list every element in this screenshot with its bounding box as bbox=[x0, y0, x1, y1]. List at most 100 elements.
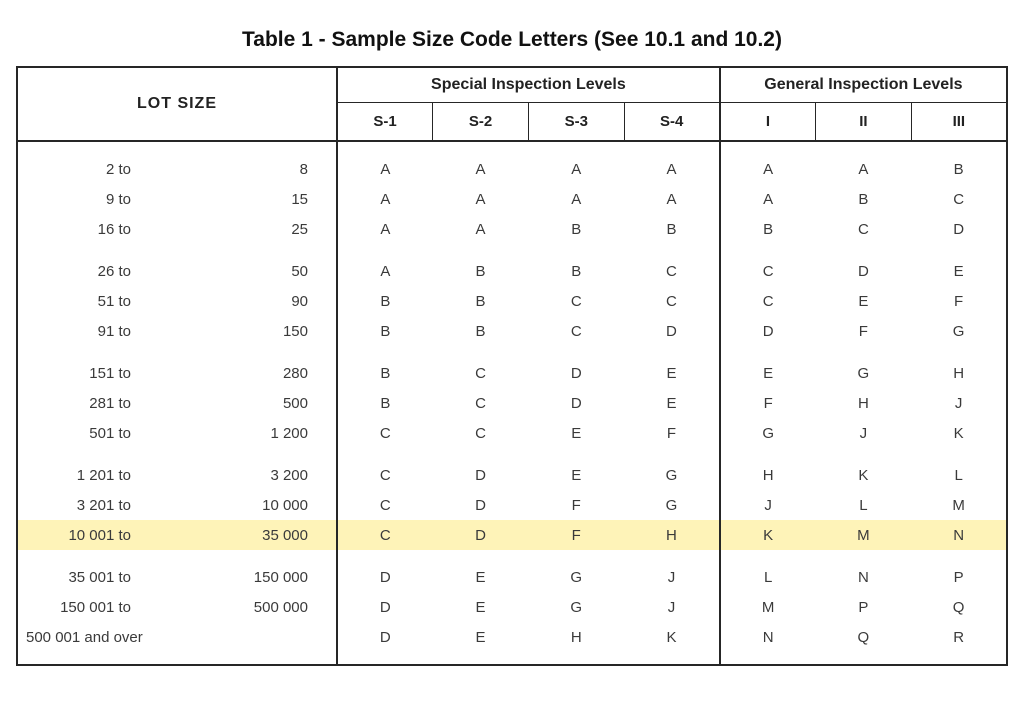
code-cell: K bbox=[911, 418, 1007, 448]
code-cell: B bbox=[816, 184, 912, 214]
code-cell: F bbox=[624, 418, 720, 448]
code-cell: E bbox=[911, 256, 1007, 286]
code-cell: C bbox=[337, 418, 433, 448]
code-cell: L bbox=[720, 562, 816, 592]
code-cell: F bbox=[911, 286, 1007, 316]
code-cell: E bbox=[624, 358, 720, 388]
lot-range: 500 001 and over bbox=[17, 622, 337, 652]
code-cell: E bbox=[433, 562, 529, 592]
code-cell: C bbox=[528, 316, 624, 346]
code-cell: J bbox=[816, 418, 912, 448]
code-cell: E bbox=[433, 592, 529, 622]
code-cell: H bbox=[624, 520, 720, 550]
lot-to: 10 000 bbox=[137, 490, 337, 520]
lot-to: 280 bbox=[137, 358, 337, 388]
table-row: 1 201 to3 200CDEGHKL bbox=[17, 460, 1007, 490]
code-cell: C bbox=[720, 286, 816, 316]
code-cell: N bbox=[911, 520, 1007, 550]
lot-from: 51 to bbox=[17, 286, 137, 316]
header-s2: S-2 bbox=[433, 103, 529, 141]
code-cell: D bbox=[528, 388, 624, 418]
lot-from: 35 001 to bbox=[17, 562, 137, 592]
code-cell: R bbox=[911, 622, 1007, 652]
code-cell: D bbox=[624, 316, 720, 346]
code-cell: E bbox=[720, 358, 816, 388]
code-cell: E bbox=[433, 622, 529, 652]
code-cell: H bbox=[720, 460, 816, 490]
table-title: Table 1 - Sample Size Code Letters (See … bbox=[0, 28, 1024, 52]
lot-from: 91 to bbox=[17, 316, 137, 346]
lot-from: 151 to bbox=[17, 358, 137, 388]
code-cell: B bbox=[528, 256, 624, 286]
code-cell: A bbox=[624, 184, 720, 214]
code-cell: B bbox=[433, 286, 529, 316]
code-cell: D bbox=[433, 490, 529, 520]
code-cell: M bbox=[911, 490, 1007, 520]
code-cell: J bbox=[624, 592, 720, 622]
code-cell: J bbox=[911, 388, 1007, 418]
code-cell: G bbox=[720, 418, 816, 448]
code-cell: C bbox=[816, 214, 912, 244]
spacer-row bbox=[17, 141, 1007, 154]
header-general-group: General Inspection Levels bbox=[720, 67, 1007, 103]
code-cell: C bbox=[433, 418, 529, 448]
code-cell: P bbox=[816, 592, 912, 622]
lot-to: 8 bbox=[137, 154, 337, 184]
code-cell: F bbox=[720, 388, 816, 418]
code-cell: D bbox=[528, 358, 624, 388]
code-cell: B bbox=[337, 316, 433, 346]
code-cell: J bbox=[720, 490, 816, 520]
header-s4: S-4 bbox=[624, 103, 720, 141]
table-row: 26 to50ABBCCDE bbox=[17, 256, 1007, 286]
code-cell: C bbox=[433, 358, 529, 388]
code-cell: K bbox=[816, 460, 912, 490]
code-cell: C bbox=[528, 286, 624, 316]
code-cell: D bbox=[337, 562, 433, 592]
code-cell: M bbox=[720, 592, 816, 622]
code-cell: C bbox=[337, 520, 433, 550]
code-cell: H bbox=[911, 358, 1007, 388]
code-cell: D bbox=[337, 622, 433, 652]
code-cell: A bbox=[816, 154, 912, 184]
lot-to: 15 bbox=[137, 184, 337, 214]
header-s3: S-3 bbox=[528, 103, 624, 141]
code-cell: D bbox=[816, 256, 912, 286]
code-cell: E bbox=[528, 418, 624, 448]
code-cell: M bbox=[816, 520, 912, 550]
table-header: LOT SIZE Special Inspection Levels Gener… bbox=[17, 67, 1007, 141]
lot-from: 501 to bbox=[17, 418, 137, 448]
spacer-row bbox=[17, 550, 1007, 562]
table-row: 501 to1 200CCEFGJK bbox=[17, 418, 1007, 448]
spacer-row bbox=[17, 652, 1007, 665]
code-cell: B bbox=[337, 286, 433, 316]
code-cell: F bbox=[816, 316, 912, 346]
lot-from: 150 001 to bbox=[17, 592, 137, 622]
code-cell: N bbox=[720, 622, 816, 652]
code-cell: G bbox=[624, 490, 720, 520]
code-cell: G bbox=[624, 460, 720, 490]
code-cell: K bbox=[624, 622, 720, 652]
table-row: 91 to150BBCDDFG bbox=[17, 316, 1007, 346]
table-row: 500 001 and overDEHKNQR bbox=[17, 622, 1007, 652]
lot-to: 150 bbox=[137, 316, 337, 346]
table-container: LOT SIZE Special Inspection Levels Gener… bbox=[16, 66, 1008, 666]
table-row: 35 001 to150 000DEGJLNP bbox=[17, 562, 1007, 592]
lot-to: 35 000 bbox=[137, 520, 337, 550]
header-special-group: Special Inspection Levels bbox=[337, 67, 720, 103]
code-cell: E bbox=[816, 286, 912, 316]
lot-to: 500 bbox=[137, 388, 337, 418]
code-cell: A bbox=[720, 184, 816, 214]
table-row: 16 to25AABBBCD bbox=[17, 214, 1007, 244]
sample-size-table: LOT SIZE Special Inspection Levels Gener… bbox=[16, 66, 1008, 666]
lot-from: 2 to bbox=[17, 154, 137, 184]
lot-to: 500 000 bbox=[137, 592, 337, 622]
code-cell: C bbox=[337, 490, 433, 520]
spacer-row bbox=[17, 448, 1007, 460]
lot-from: 1 201 to bbox=[17, 460, 137, 490]
header-g2: II bbox=[816, 103, 912, 141]
table-row: 2 to8AAAAAAB bbox=[17, 154, 1007, 184]
code-cell: A bbox=[433, 214, 529, 244]
code-cell: B bbox=[624, 214, 720, 244]
code-cell: B bbox=[720, 214, 816, 244]
header-s1: S-1 bbox=[337, 103, 433, 141]
